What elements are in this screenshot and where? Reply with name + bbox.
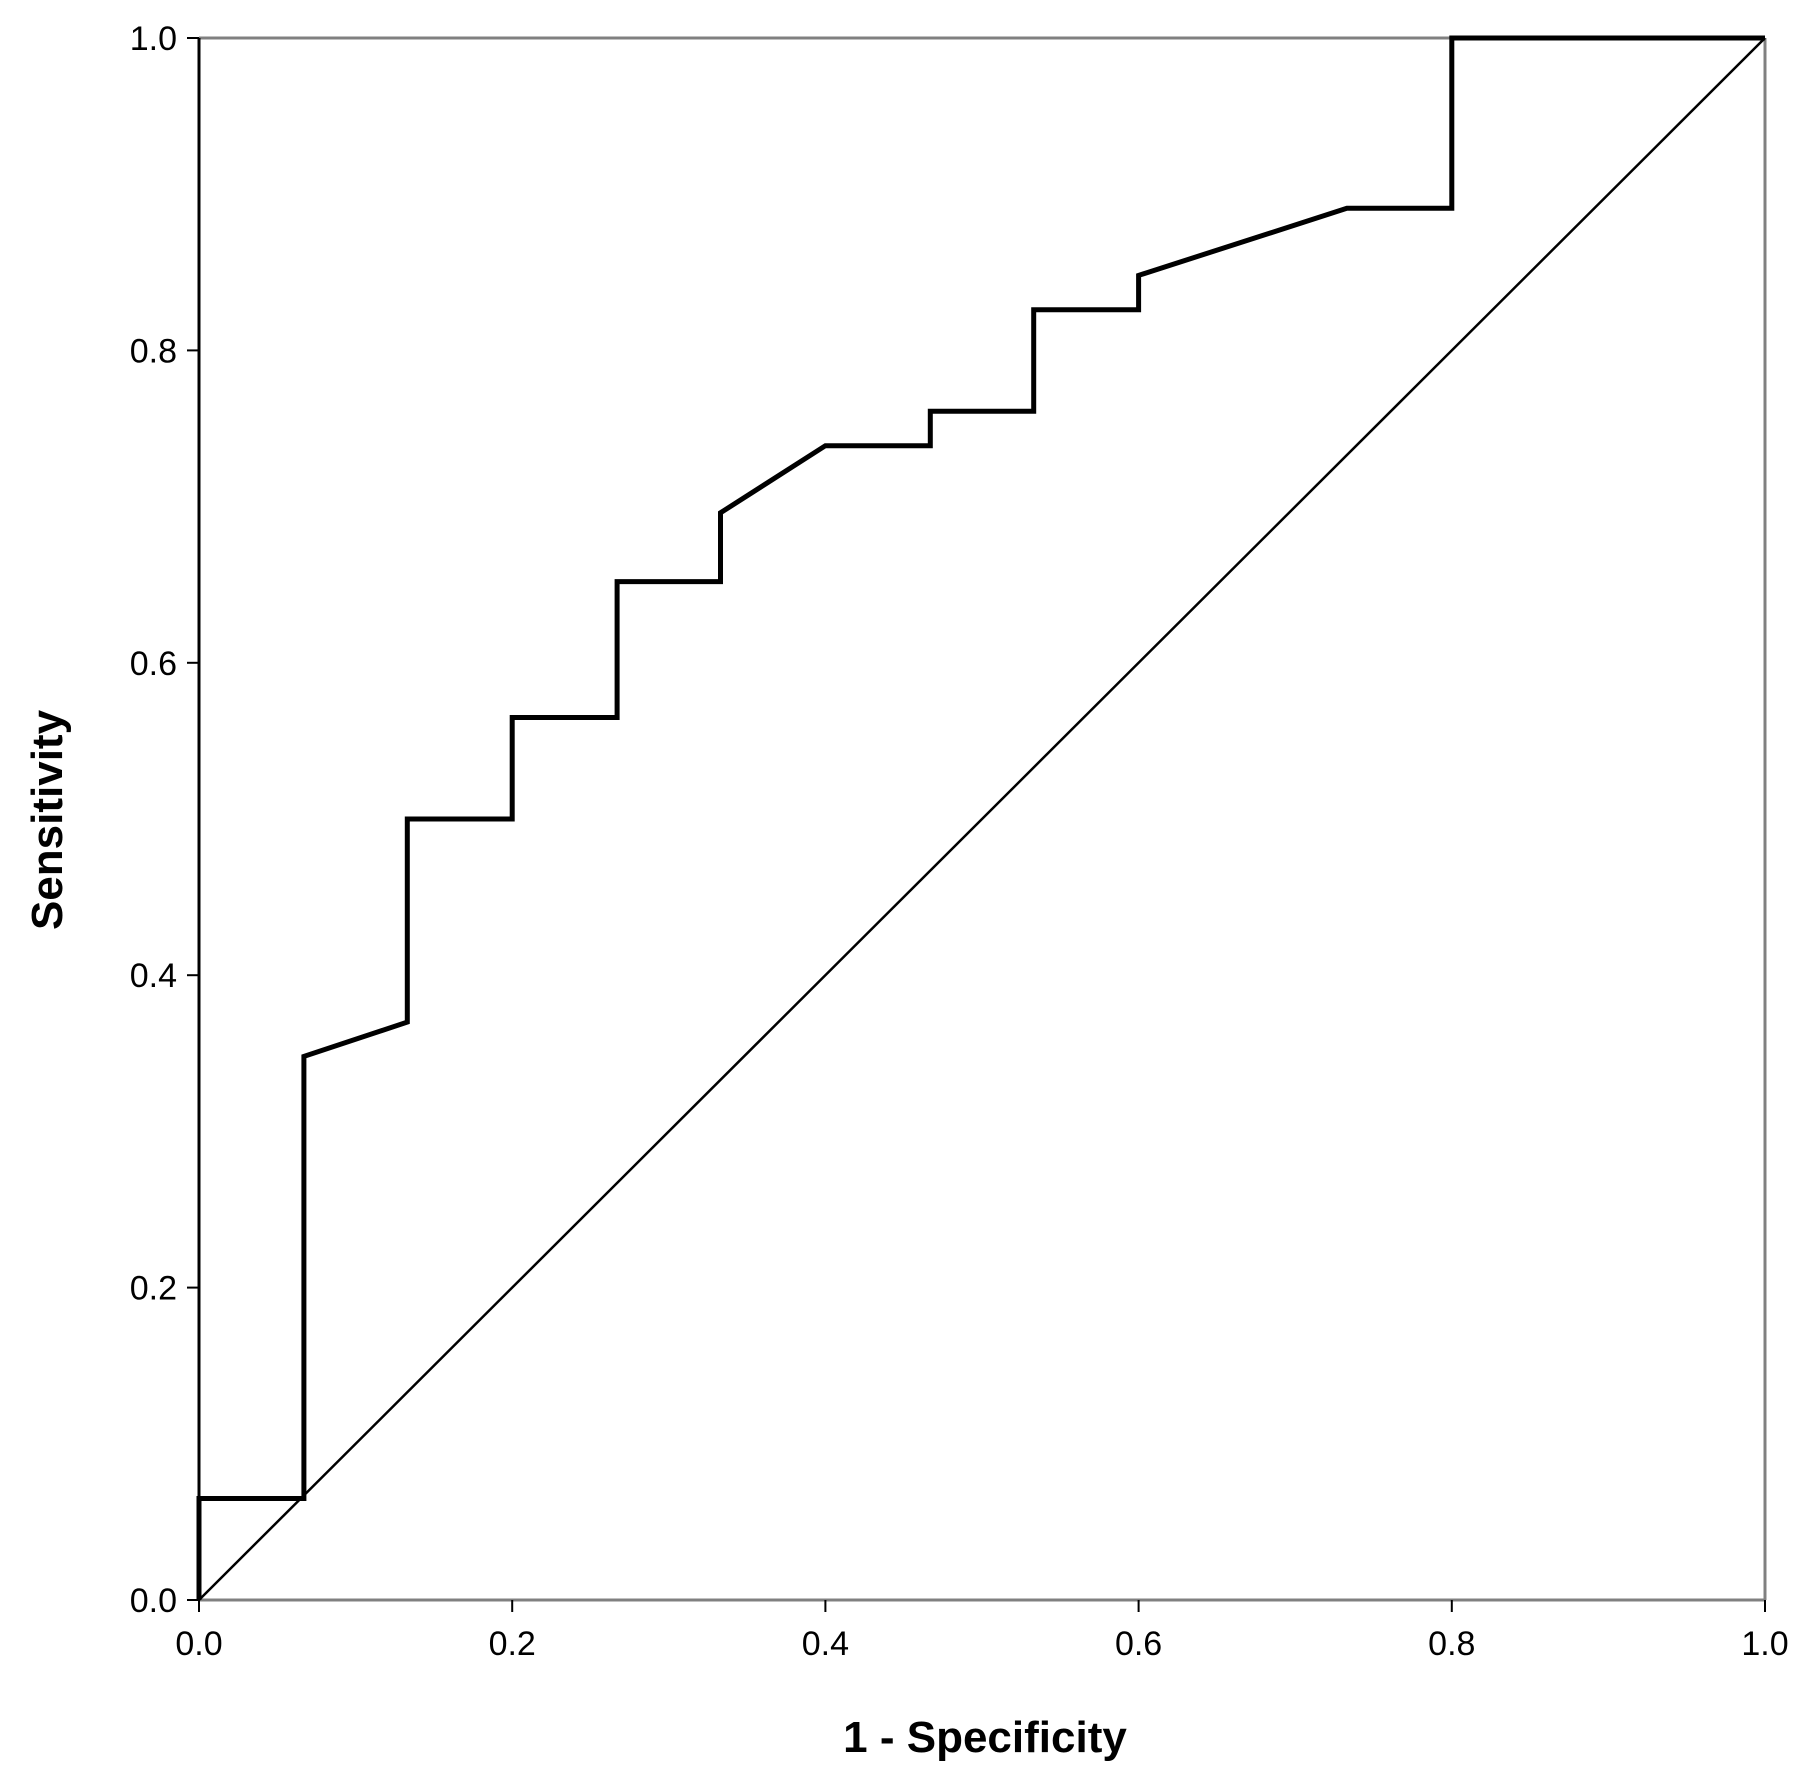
reference-line bbox=[198, 37, 1766, 1601]
y-tick-label: 0.2 bbox=[130, 1270, 177, 1308]
x-tick-label: 0.4 bbox=[802, 1625, 849, 1663]
y-axis-ticks: 0.0 0.2 0.4 0.6 0.8 1.0 bbox=[130, 20, 199, 1620]
x-tick-label: 0.2 bbox=[489, 1625, 536, 1663]
y-tick-label: 0.0 bbox=[130, 1582, 177, 1620]
x-tick-label: 0.6 bbox=[1115, 1625, 1162, 1663]
x-axis-title: 1 - Specificity bbox=[843, 1713, 1127, 1762]
y-tick-label: 0.6 bbox=[130, 645, 177, 683]
series-layer bbox=[196, 35, 1766, 1601]
y-tick-label: 1.0 bbox=[130, 20, 177, 58]
roc-curve bbox=[196, 35, 1765, 1600]
y-tick-label: 0.8 bbox=[130, 332, 177, 370]
x-tick-label: 0.0 bbox=[175, 1625, 222, 1663]
y-tick-label: 0.4 bbox=[130, 957, 177, 995]
x-tick-label: 0.8 bbox=[1428, 1625, 1475, 1663]
y-axis-title: Sensitivity bbox=[23, 709, 72, 930]
x-tick-label: 1.0 bbox=[1741, 1625, 1788, 1663]
x-axis-ticks: 0.0 0.2 0.4 0.6 0.8 1.0 bbox=[175, 1600, 1789, 1663]
